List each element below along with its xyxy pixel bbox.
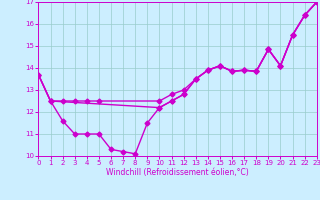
X-axis label: Windchill (Refroidissement éolien,°C): Windchill (Refroidissement éolien,°C) <box>106 168 249 177</box>
